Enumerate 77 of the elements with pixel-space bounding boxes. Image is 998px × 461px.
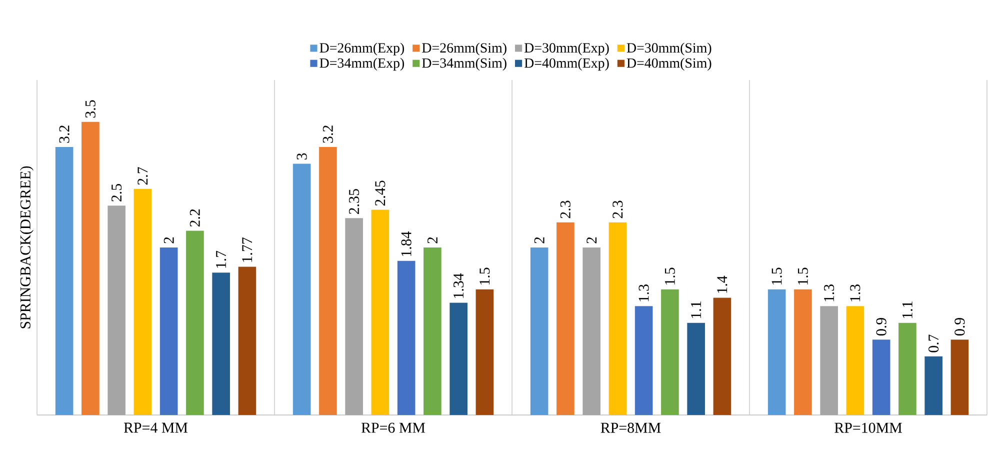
data-label: 1.5: [664, 268, 675, 285]
legend-label: D=30mm(Sim): [626, 42, 712, 56]
data-label: 0.7: [928, 334, 939, 352]
data-label: 3: [296, 153, 307, 160]
bar: [687, 322, 705, 415]
x-tick-label: RP=10MM: [834, 422, 902, 433]
bar: [794, 289, 812, 415]
data-label: 1.1: [691, 302, 702, 318]
bar: [82, 122, 100, 415]
bar: [846, 306, 864, 415]
bar: [872, 340, 890, 415]
data-label: 1.34: [454, 273, 464, 298]
data-label: 0.9: [954, 318, 965, 336]
bar: [556, 222, 574, 415]
bar: [55, 146, 74, 415]
bar: [319, 146, 337, 415]
y-axis-title: SPRINGBACK(DEGREE): [20, 166, 34, 328]
bar: [530, 247, 548, 415]
data-label: 1.77: [242, 238, 252, 262]
data-label: 1.5: [798, 268, 808, 285]
bar: [608, 222, 627, 415]
bar: [292, 164, 311, 415]
data-label: 2: [164, 237, 174, 244]
bar: [186, 230, 204, 415]
legend-label: D=26mm(Sim): [422, 42, 506, 56]
data-label: 1.5: [480, 268, 490, 285]
data-label: 2: [534, 237, 544, 244]
x-tick-label: RP=6 MM: [361, 422, 426, 433]
bar: [820, 306, 838, 415]
bar: [134, 188, 152, 415]
data-label: 2.45: [375, 180, 386, 206]
data-label: 2.3: [560, 200, 571, 218]
data-label: 2.5: [112, 184, 122, 202]
data-label: 3.2: [322, 126, 334, 143]
bar: [476, 289, 494, 415]
legend-label: D=30mm(Exp): [524, 42, 609, 56]
bar: [582, 247, 600, 415]
data-label: 0.9: [876, 318, 886, 336]
bar: [371, 210, 390, 415]
data-label: 2.3: [612, 200, 623, 218]
data-label: 1.3: [824, 284, 834, 302]
legend-label: D=34mm(Sim): [422, 58, 506, 71]
data-label: 1.84: [401, 231, 412, 256]
data-label: 2.7: [138, 167, 148, 185]
bar: [768, 289, 786, 415]
legend-label: D=26mm(Exp): [320, 42, 404, 56]
legend-label: D=40mm(Sim): [626, 58, 712, 71]
bar: [450, 302, 468, 415]
bar: [345, 218, 363, 415]
bar: [898, 322, 916, 415]
bar: [634, 306, 653, 415]
bar: [212, 272, 230, 415]
bar: [950, 340, 969, 415]
data-label: 1.7: [216, 250, 226, 268]
data-label: 2.35: [349, 189, 360, 214]
data-label: 2: [428, 237, 438, 244]
data-label: 1.4: [717, 276, 728, 293]
bar: [661, 289, 679, 415]
bar: [424, 247, 442, 415]
data-label: 3.2: [59, 126, 70, 143]
legend-label: D=34mm(Exp): [320, 58, 404, 71]
legend-label: D=40mm(Exp): [524, 58, 609, 71]
bar: [713, 298, 732, 415]
data-label: 1.5: [772, 268, 782, 285]
bar: [397, 260, 416, 415]
x-tick-label: RP=8MM: [600, 422, 661, 433]
data-label: 3.5: [85, 100, 96, 118]
bar: [108, 206, 126, 415]
data-label: 1.1: [902, 302, 912, 318]
data-label: 2: [586, 237, 597, 244]
data-label: 1.3: [850, 284, 860, 302]
data-label: 2.2: [190, 209, 200, 227]
bar: [238, 266, 256, 415]
x-tick-label: RP=4 MM: [124, 422, 188, 433]
data-label: 1.3: [638, 284, 649, 302]
bar: [924, 356, 942, 415]
bar: [160, 247, 178, 415]
